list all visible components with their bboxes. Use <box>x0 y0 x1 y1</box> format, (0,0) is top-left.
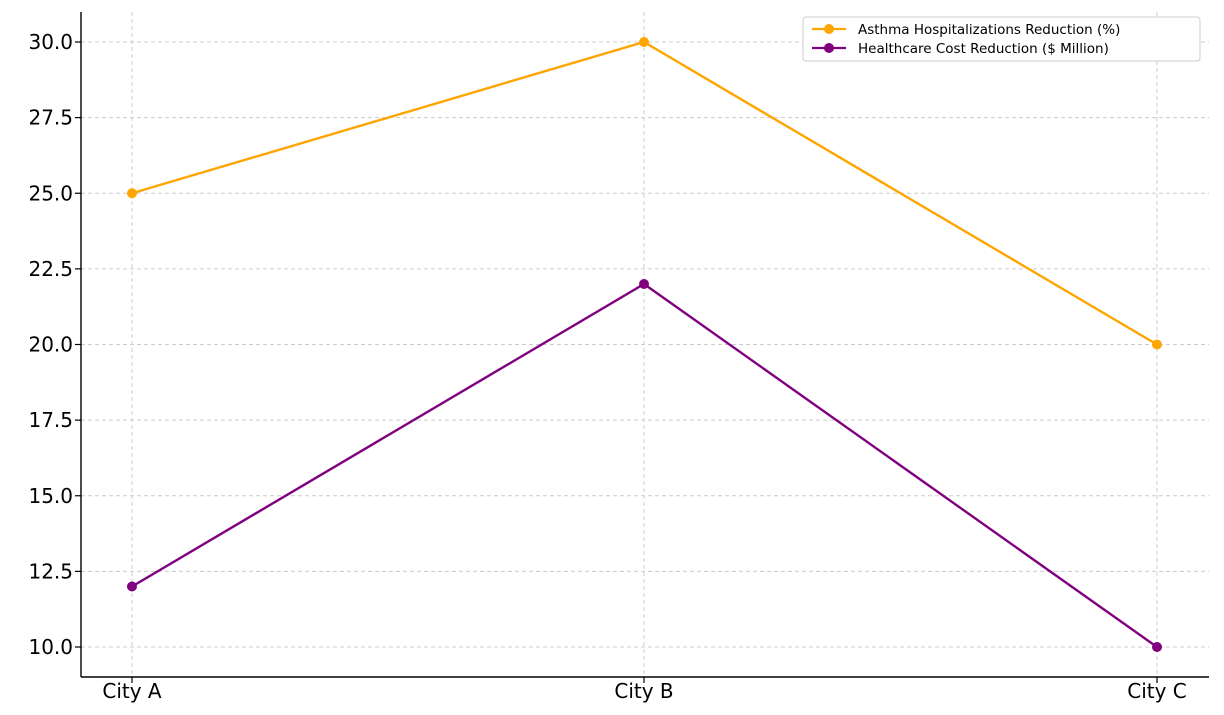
series-line-2 <box>131 282 1158 648</box>
y-tick-label: 12.5 <box>28 559 73 583</box>
legend-marker-2 <box>824 43 834 53</box>
y-tick-label: 27.5 <box>28 106 73 130</box>
data-point <box>127 188 137 199</box>
legend-label-2: Healthcare Cost Reduction ($ Million) <box>858 41 1109 57</box>
x-tick-label: City C <box>1127 679 1187 703</box>
y-tick-label: 30.0 <box>28 30 73 54</box>
grid-lines <box>81 12 1209 677</box>
x-axis-ticks: City A City B City C <box>102 677 1187 703</box>
legend-marker-1 <box>824 24 834 34</box>
data-point <box>639 279 649 289</box>
data-point <box>127 581 137 592</box>
x-tick-label: City B <box>614 679 673 703</box>
legend: Asthma Hospitalizations Reduction (%) He… <box>802 16 1201 62</box>
legend-entry-2: Healthcare Cost Reduction ($ Million) <box>812 41 1109 57</box>
legend-entry-1: Asthma Hospitalizations Reduction (%) <box>812 22 1120 38</box>
data-point <box>1152 339 1162 350</box>
y-tick-label: 15.0 <box>28 484 73 508</box>
y-axis-ticks: 10.0 12.5 15.0 17.5 20.0 22.5 25.0 27.5 30.0 <box>28 30 81 659</box>
legend-box <box>802 16 1201 62</box>
y-tick-label: 25.0 <box>28 181 73 205</box>
y-tick-label: 20.0 <box>28 333 73 357</box>
series-lines <box>127 37 1162 652</box>
y-tick-label: 22.5 <box>28 257 73 281</box>
y-tick-label: 10.0 <box>28 635 73 659</box>
legend-label-1: Asthma Hospitalizations Reduction (%) <box>858 22 1120 38</box>
data-point <box>639 37 649 47</box>
x-tick-label: City A <box>102 679 162 703</box>
y-tick-label: 17.5 <box>28 408 73 432</box>
data-point <box>1152 642 1162 652</box>
